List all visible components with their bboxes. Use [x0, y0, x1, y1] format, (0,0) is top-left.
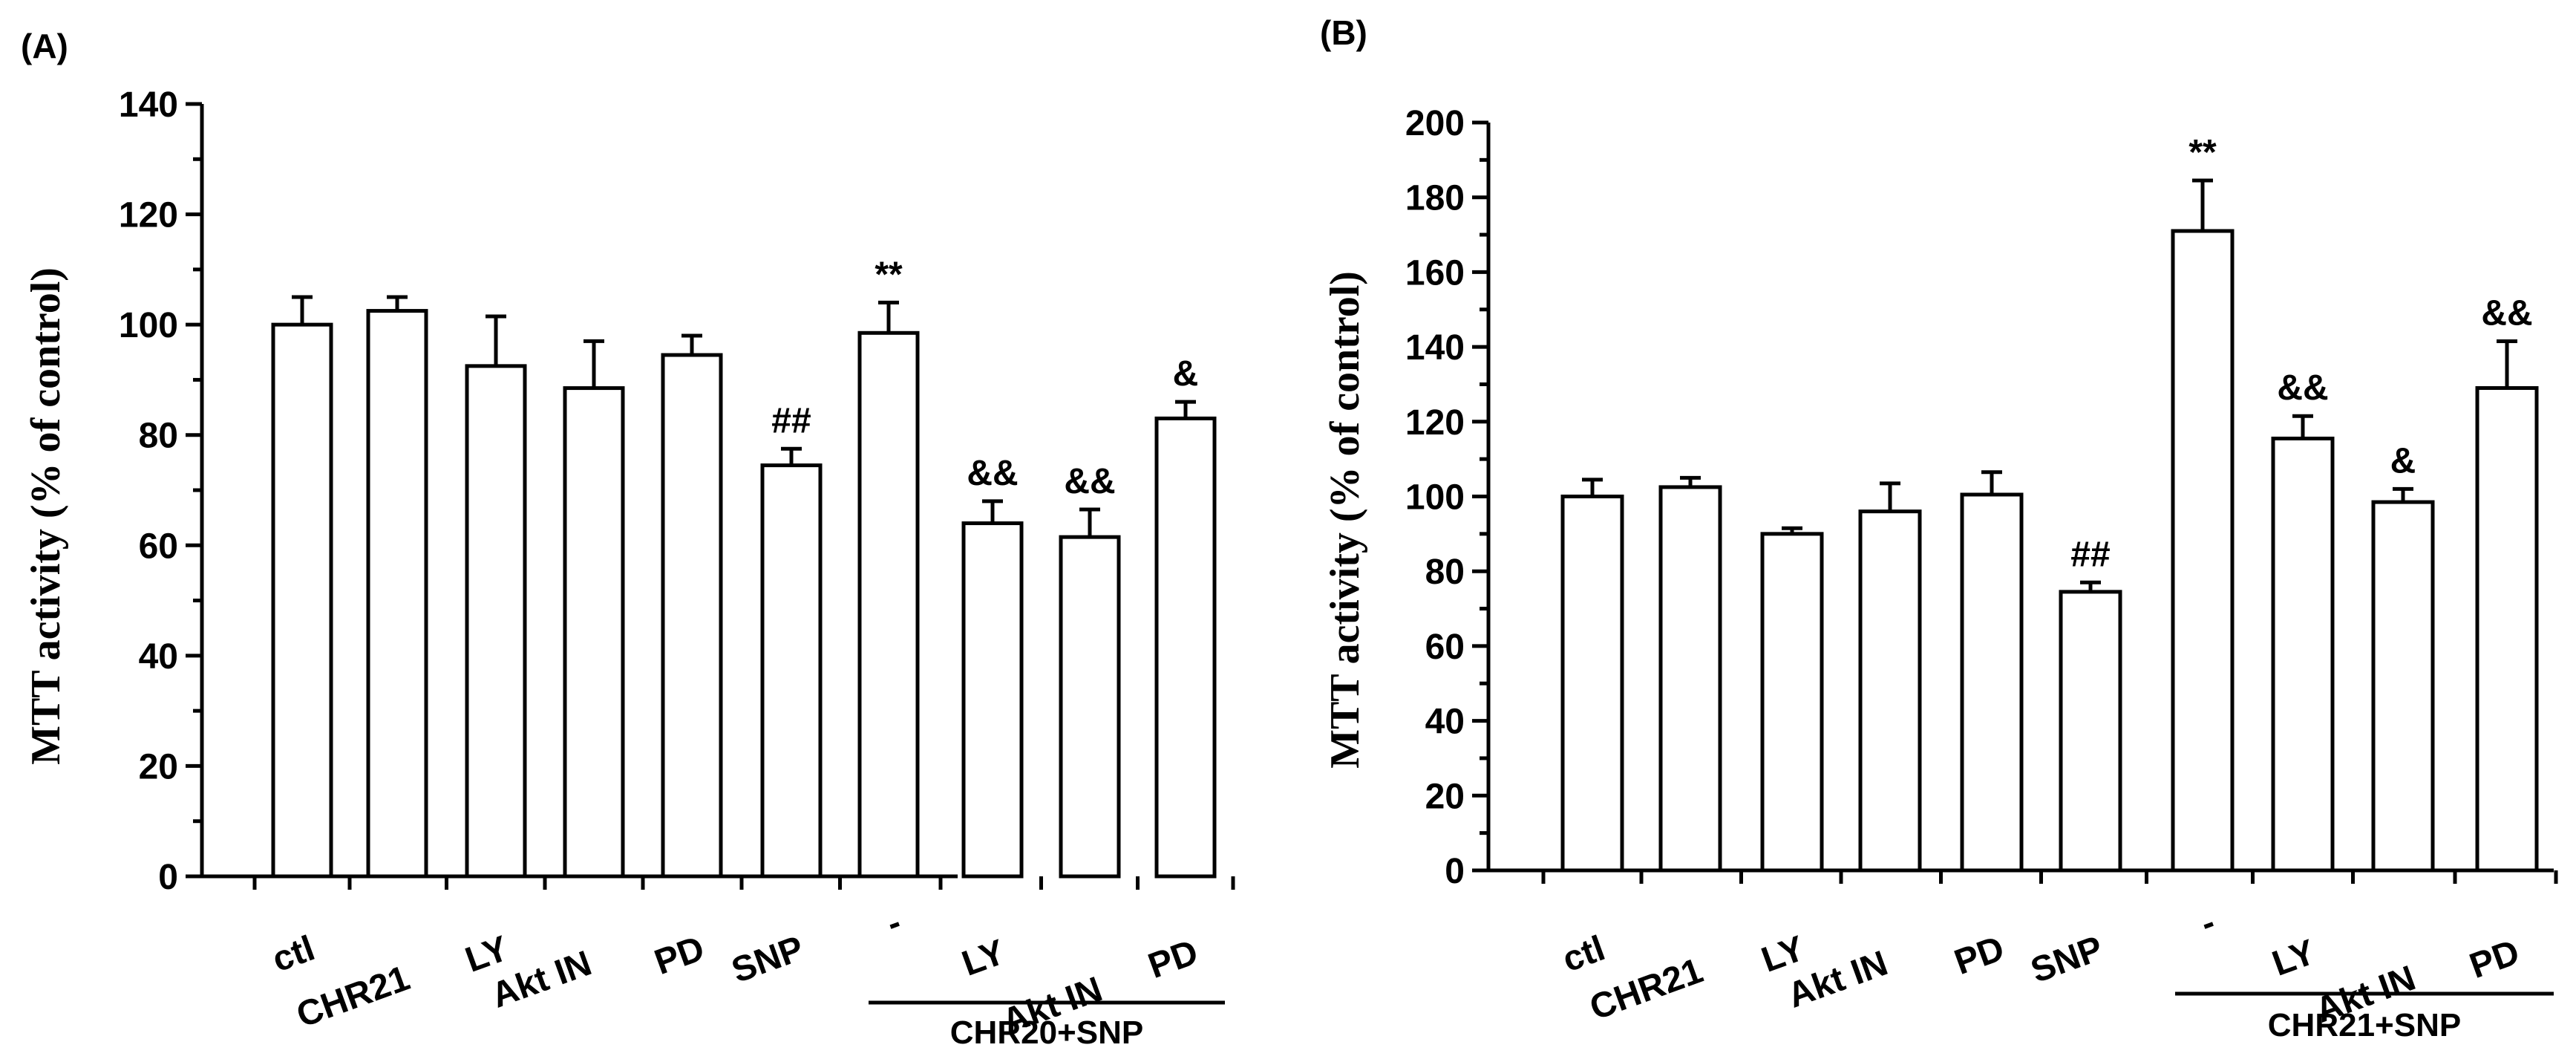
- panel-a-y-tick-label: 140: [119, 85, 178, 125]
- panel-b-y-tick-label: 200: [1405, 104, 1465, 143]
- panel-b-category-label: ctl: [1557, 929, 1610, 980]
- panel-b-significance-label: &&: [2481, 294, 2532, 333]
- panel-b-category-label: -: [2196, 903, 2220, 944]
- panel-b-bar-3: [1760, 532, 1824, 873]
- panel-a-bar-4: [563, 386, 625, 879]
- panel-a-bar-7: [857, 330, 920, 879]
- panel-b-y-axis-label: MTT activity (% of control): [1322, 271, 1368, 769]
- panel-a-significance-label: &: [1173, 354, 1199, 394]
- panel-a-significance-label: **: [875, 255, 903, 294]
- panel-a-significance-label: &&: [967, 454, 1018, 493]
- panel-b-category-label: SNP: [2026, 929, 2108, 991]
- panel-b-bar-10: [2475, 385, 2539, 873]
- panel-b-label: (B): [1320, 13, 1367, 52]
- panel-a-y-axis-label: MTT activity (% of control): [23, 267, 69, 765]
- panel-b-y-tick-label: 40: [1425, 703, 1465, 742]
- panel-a-category-label: PD: [1143, 933, 1203, 987]
- panel-b-significance-label: &&: [2277, 368, 2328, 408]
- panel-a-group-label: CHR20+SNP: [950, 1014, 1143, 1051]
- panel-b-bar-6: [2059, 590, 2122, 873]
- panel-a-bar-9: [1059, 535, 1121, 879]
- panel-a-y-tick-label: 20: [139, 747, 178, 786]
- panel-b-group-label: CHR21+SNP: [2268, 1007, 2461, 1043]
- panel-a-category-label: SNP: [727, 929, 809, 991]
- panel-b-y-tick-label: 120: [1405, 403, 1465, 443]
- panel-a-y-tick-label: 80: [139, 417, 178, 456]
- panel-b-category-label: PD: [1949, 929, 2010, 983]
- panel-b-significance-label: **: [2188, 133, 2217, 172]
- panel-a-bar-3: [465, 364, 527, 879]
- panel-a: (A) MTT activity (% of control) 0 20 40 60 8…: [21, 27, 1235, 1051]
- panel-a-category-label: CHR21: [292, 959, 415, 1036]
- panel-b-y-tick-label: 60: [1425, 628, 1465, 667]
- panel-a-category-label: PD: [650, 929, 710, 983]
- panel-b-category-label: LY: [2267, 933, 2321, 984]
- panel-a-bar-6: [760, 463, 823, 879]
- panel-a-y-tick-label: 100: [119, 306, 178, 345]
- panel-a-bar-2: [366, 309, 428, 879]
- panel-b-category-label: PD: [2465, 933, 2525, 987]
- panel-b-significance-label: ##: [2070, 535, 2110, 574]
- panel-a-bar-8: [961, 521, 1024, 879]
- panel-b-y-tick-label: 80: [1425, 553, 1465, 592]
- panel-b-y-tick-label: 100: [1405, 478, 1465, 518]
- panel-b: (B) MTT activity (% of control) 0 20 40 60 8…: [1320, 13, 2558, 1043]
- panel-a-bar-1: [271, 322, 333, 879]
- panel-a-y-tick-label: 60: [139, 527, 178, 566]
- panel-a-significance-label: ##: [771, 401, 811, 440]
- panel-b-y-tick-label: 0: [1445, 852, 1465, 891]
- panel-b-significance-label: &: [2390, 441, 2416, 480]
- panel-a-y-tick-label: 40: [139, 637, 178, 677]
- panel-b-bar-9: [2371, 500, 2435, 873]
- panel-a-significance-label: &&: [1064, 462, 1115, 501]
- panel-b-bar-4: [1858, 509, 1922, 873]
- panel-b-bar-1: [1560, 495, 1624, 873]
- panel-a-category-label: -: [882, 903, 906, 944]
- panel-a-bar-10: [1154, 416, 1217, 879]
- panel-a-bar-5: [661, 353, 723, 879]
- panel-b-y-tick-label: 140: [1405, 328, 1465, 368]
- panel-b-bar-2: [1658, 485, 1722, 873]
- panel-b-y-tick-label: 180: [1405, 179, 1465, 218]
- panel-b-bar-7: [2171, 229, 2235, 873]
- panel-b-bar-5: [1960, 492, 2024, 873]
- panel-b-bar-8: [2271, 436, 2335, 873]
- panel-a-category-label: LY: [957, 933, 1010, 984]
- panel-a-y-tick-label: 120: [119, 196, 178, 235]
- panel-b-y-tick-label: 160: [1405, 253, 1465, 293]
- panel-b-y-tick-label: 20: [1425, 777, 1465, 816]
- panel-a-category-label: ctl: [267, 929, 320, 980]
- panel-a-label: (A): [21, 27, 68, 65]
- panel-a-y-tick-label: 0: [158, 858, 178, 897]
